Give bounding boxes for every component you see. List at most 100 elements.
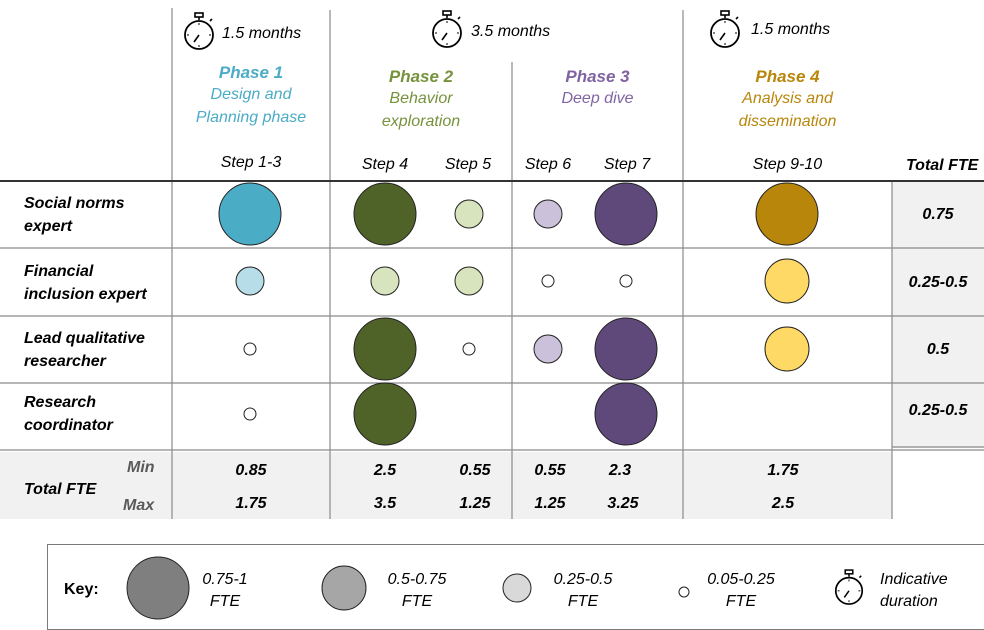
role-line: Social norms	[24, 195, 125, 212]
phase-2-header: Phase 2 Behavior exploration	[330, 67, 512, 133]
min-value: 0.55	[459, 462, 491, 479]
stopwatch-icon	[429, 10, 465, 50]
fte-bubble-large	[594, 317, 658, 381]
max-value: 2.5	[771, 495, 795, 512]
fte-bubble-tiny	[541, 274, 555, 288]
phase-3-header: Phase 3 Deep dive	[512, 67, 683, 110]
phase-1-header: Phase 1 Design and Planning phase	[172, 63, 330, 129]
max-value: 1.25	[459, 495, 491, 512]
role-line: expert	[24, 218, 73, 235]
role-research-coordinator: Research coordinator	[24, 391, 113, 437]
min-value: 2.3	[608, 462, 632, 479]
role-line: Research	[24, 394, 97, 411]
fte-bubble-large	[353, 382, 417, 446]
legend-unit: FTE	[209, 593, 241, 610]
duration-label-3: 1.5 months	[751, 21, 831, 38]
phase-subtitle: Design and	[210, 86, 292, 103]
legend-item: 0.25-0.5 FTE	[541, 569, 625, 613]
fte-bubble-large	[594, 382, 658, 446]
total-fte-bg-bottom	[0, 452, 892, 519]
min-label: Min	[127, 459, 155, 476]
phase-title: Phase 1	[218, 63, 284, 82]
role-line: inclusion expert	[24, 286, 147, 303]
step-label: Step 5	[444, 156, 492, 173]
fte-bubble-small	[235, 266, 265, 296]
step-label: Step 6	[524, 156, 572, 173]
fte-bubble-large	[353, 182, 417, 246]
legend-range: 0.5-0.75	[387, 571, 447, 588]
role-total-fte: 0.5	[926, 341, 950, 358]
phase-subtitle: Deep dive	[561, 90, 634, 107]
legend-duration-label: Indicative duration	[880, 569, 948, 613]
min-value: 0.55	[534, 462, 566, 479]
fte-bubble-tiny	[619, 274, 633, 288]
fte-bubble-large	[218, 182, 282, 246]
legend-range: 0.25-0.5	[553, 571, 613, 588]
legend-key-label: Key:	[64, 581, 99, 598]
phase-title: Phase 3	[565, 67, 630, 86]
role-line: coordinator	[24, 417, 113, 434]
role-total-fte: 0.75	[922, 206, 954, 223]
phase-subtitle: Behavior	[389, 90, 453, 107]
phase-title: Phase 2	[388, 67, 454, 86]
step-label: Step 1-3	[220, 154, 282, 171]
total-fte-row-label: Total FTE	[24, 481, 97, 498]
fte-bubble-large	[594, 182, 658, 246]
max-value: 3.5	[373, 495, 397, 512]
max-value: 1.25	[534, 495, 566, 512]
fte-bubble-small	[454, 266, 484, 296]
legend-duration-line: duration	[880, 593, 938, 610]
legend-item: 0.5-0.75 FTE	[375, 569, 459, 613]
legend-unit: FTE	[725, 593, 757, 610]
phase-subtitle: exploration	[381, 113, 461, 130]
duration-label-1: 1.5 months	[222, 25, 302, 42]
fte-bubble-tiny	[243, 342, 257, 356]
min-value: 1.75	[767, 462, 799, 479]
role-total-fte: 0.25-0.5	[908, 402, 968, 419]
fte-bubble-large	[755, 182, 819, 246]
role-financial-inclusion-expert: Financial inclusion expert	[24, 260, 147, 306]
legend-range: 0.05-0.25	[707, 571, 775, 588]
fte-bubble-medium	[764, 258, 810, 304]
max-value: 3.25	[607, 495, 639, 512]
stopwatch-icon	[181, 12, 217, 52]
role-line: researcher	[24, 353, 106, 370]
role-line: Financial	[24, 263, 94, 280]
phase-4-header: Phase 4 Analysis and dissemination	[683, 67, 892, 133]
stopwatch-icon	[707, 10, 743, 50]
legend-unit: FTE	[401, 593, 433, 610]
phase-subtitle: Analysis and	[742, 90, 833, 107]
step-label: Step 4	[361, 156, 409, 173]
phase-subtitle: dissemination	[738, 113, 837, 130]
legend-item: 0.05-0.25 FTE	[696, 569, 786, 613]
legend-item: 0.75-1 FTE	[185, 569, 265, 613]
fte-bubble-medium	[764, 326, 810, 372]
stopwatch-icon	[832, 568, 866, 608]
fte-bubble-small	[370, 266, 400, 296]
max-label: Max	[123, 497, 155, 514]
fte-bubble-tiny	[462, 342, 476, 356]
legend-duration-line: Indicative	[880, 571, 948, 588]
total-fte-bg-right	[892, 182, 984, 448]
role-line: Lead qualitative	[24, 330, 145, 347]
duration-label-2: 3.5 months	[471, 23, 551, 40]
total-fte-header: Total FTE	[906, 157, 979, 174]
fte-bubble-small	[454, 199, 484, 229]
min-value: 0.85	[235, 462, 267, 479]
phase-subtitle: Planning phase	[195, 109, 307, 126]
role-social-norms-expert: Social norms expert	[24, 192, 124, 238]
min-value: 2.5	[373, 462, 397, 479]
step-label: Step 7	[603, 156, 651, 173]
role-lead-qualitative-researcher: Lead qualitative researcher	[24, 327, 145, 373]
phase-title: Phase 4	[755, 67, 820, 86]
fte-bubble-large	[353, 317, 417, 381]
legend-unit: FTE	[567, 593, 599, 610]
fte-bubble-small	[533, 199, 563, 229]
legend-range: 0.75-1	[202, 571, 248, 588]
step-label: Step 9-10	[752, 156, 823, 173]
role-total-fte: 0.25-0.5	[908, 274, 968, 291]
max-value: 1.75	[235, 495, 267, 512]
fte-bubble-tiny	[243, 407, 257, 421]
fte-bubble-small	[533, 334, 563, 364]
